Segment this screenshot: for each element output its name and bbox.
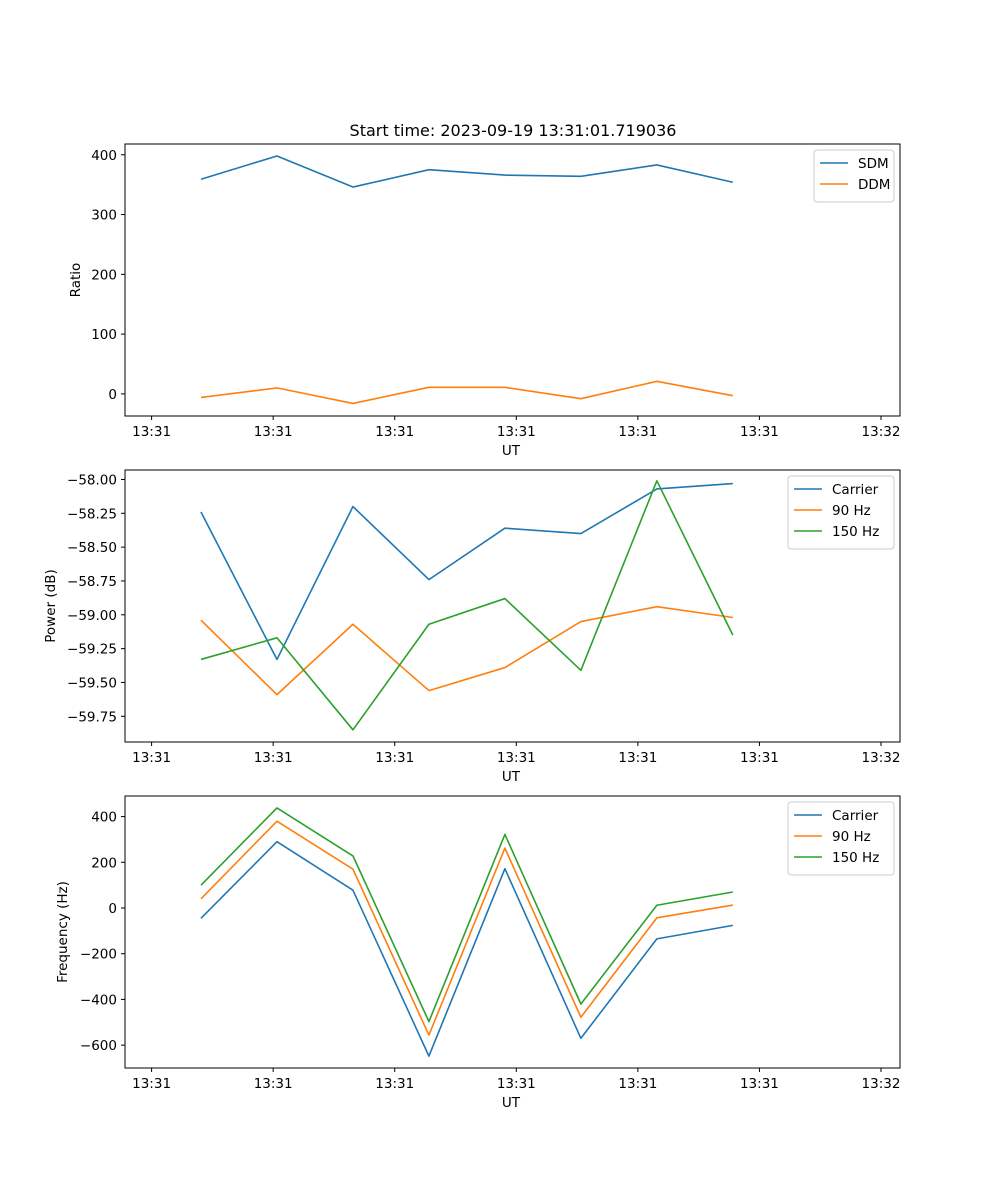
y-tick-label: 200 <box>91 267 117 283</box>
series-line-150-hz <box>200 807 733 1023</box>
y-tick-label: 300 <box>91 208 117 224</box>
x-tick-label: 13:31 <box>497 424 536 440</box>
x-tick-label: 13:31 <box>740 750 779 766</box>
legend-label: Carrier <box>832 808 879 824</box>
series-line-carrier <box>200 482 733 661</box>
x-axis-label: UT <box>502 769 521 785</box>
y-tick-label: −58.25 <box>67 506 117 522</box>
x-axis-label: UT <box>502 443 521 459</box>
x-tick-label: 13:32 <box>862 1076 901 1092</box>
y-axis-label: Frequency (Hz) <box>55 881 71 983</box>
x-tick-label: 13:31 <box>375 424 414 440</box>
x-tick-label: 13:31 <box>254 1076 293 1092</box>
y-tick-label: 0 <box>108 387 117 403</box>
x-tick-label: 13:31 <box>618 1076 657 1092</box>
figure-title: Start time: 2023-09-19 13:31:01.719036 <box>350 121 677 140</box>
legend-label: 150 Hz <box>832 850 879 866</box>
series-line-carrier <box>200 840 733 1057</box>
axes-frame <box>124 795 901 1069</box>
x-tick-label: 13:32 <box>862 424 901 440</box>
x-tick-label: 13:31 <box>254 750 293 766</box>
x-tick-label: 13:32 <box>862 750 901 766</box>
legend-label: DDM <box>858 177 890 193</box>
x-tick-label: 13:31 <box>132 750 171 766</box>
x-tick-label: 13:31 <box>497 1076 536 1092</box>
subplot-1: 13:31 13:31 13:31 13:31 13:31 13:31 13:32 0 100 2… <box>68 143 901 459</box>
y-axis-label: Ratio <box>68 263 84 298</box>
y-tick-label: −200 <box>80 947 117 963</box>
series-line-90-hz <box>200 605 733 696</box>
legend-label: 150 Hz <box>832 524 879 540</box>
y-tick-label: −59.25 <box>67 642 117 658</box>
y-tick-label: 400 <box>91 148 117 164</box>
x-tick-label: 13:31 <box>618 750 657 766</box>
x-tick-label: 13:31 <box>254 424 293 440</box>
series-line-ddm <box>200 380 733 405</box>
x-tick-label: 13:31 <box>375 750 414 766</box>
legend-label: SDM <box>858 156 889 172</box>
x-tick-label: 13:31 <box>740 424 779 440</box>
x-tick-label: 13:31 <box>497 750 536 766</box>
x-tick-label: 13:31 <box>132 1076 171 1092</box>
axes-frame <box>124 469 901 743</box>
subplot-3: 13:31 13:31 13:31 13:31 13:31 13:31 13:32 −600 −… <box>55 795 901 1111</box>
x-tick-label: 13:31 <box>132 424 171 440</box>
y-tick-label: 100 <box>91 327 117 343</box>
y-tick-label: 400 <box>91 810 117 826</box>
legend-label: Carrier <box>832 482 879 498</box>
y-tick-label: −58.50 <box>67 540 117 556</box>
series-line-sdm <box>200 155 734 188</box>
x-axis-label: UT <box>502 1095 521 1111</box>
x-tick-label: 13:31 <box>618 424 657 440</box>
y-tick-label: −400 <box>80 992 117 1008</box>
x-tick-label: 13:31 <box>740 1076 779 1092</box>
y-tick-label: −58.00 <box>67 472 117 488</box>
y-tick-label: −58.75 <box>67 574 117 590</box>
y-tick-label: −59.75 <box>67 709 117 725</box>
legend-label: 90 Hz <box>832 829 871 845</box>
y-tick-label: 0 <box>108 901 117 917</box>
y-tick-label: −59.00 <box>67 608 117 624</box>
axes-frame <box>124 143 901 417</box>
series-line-150-hz <box>200 480 734 731</box>
legend-label: 90 Hz <box>832 503 871 519</box>
y-tick-label: −600 <box>80 1038 117 1054</box>
legend: SDM DDM <box>813 149 895 203</box>
legend: Carrier 90 Hz 150 Hz <box>787 475 895 550</box>
y-tick-label: 200 <box>91 855 117 871</box>
subplot-2: 13:31 13:31 13:31 13:31 13:31 13:31 13:32 −59.7… <box>43 469 901 785</box>
legend: Carrier 90 Hz 150 Hz <box>787 801 895 876</box>
y-axis-label: Power (dB) <box>43 569 59 642</box>
y-tick-label: −59.50 <box>67 675 117 691</box>
x-tick-label: 13:31 <box>375 1076 414 1092</box>
series-line-90-hz <box>200 820 733 1036</box>
